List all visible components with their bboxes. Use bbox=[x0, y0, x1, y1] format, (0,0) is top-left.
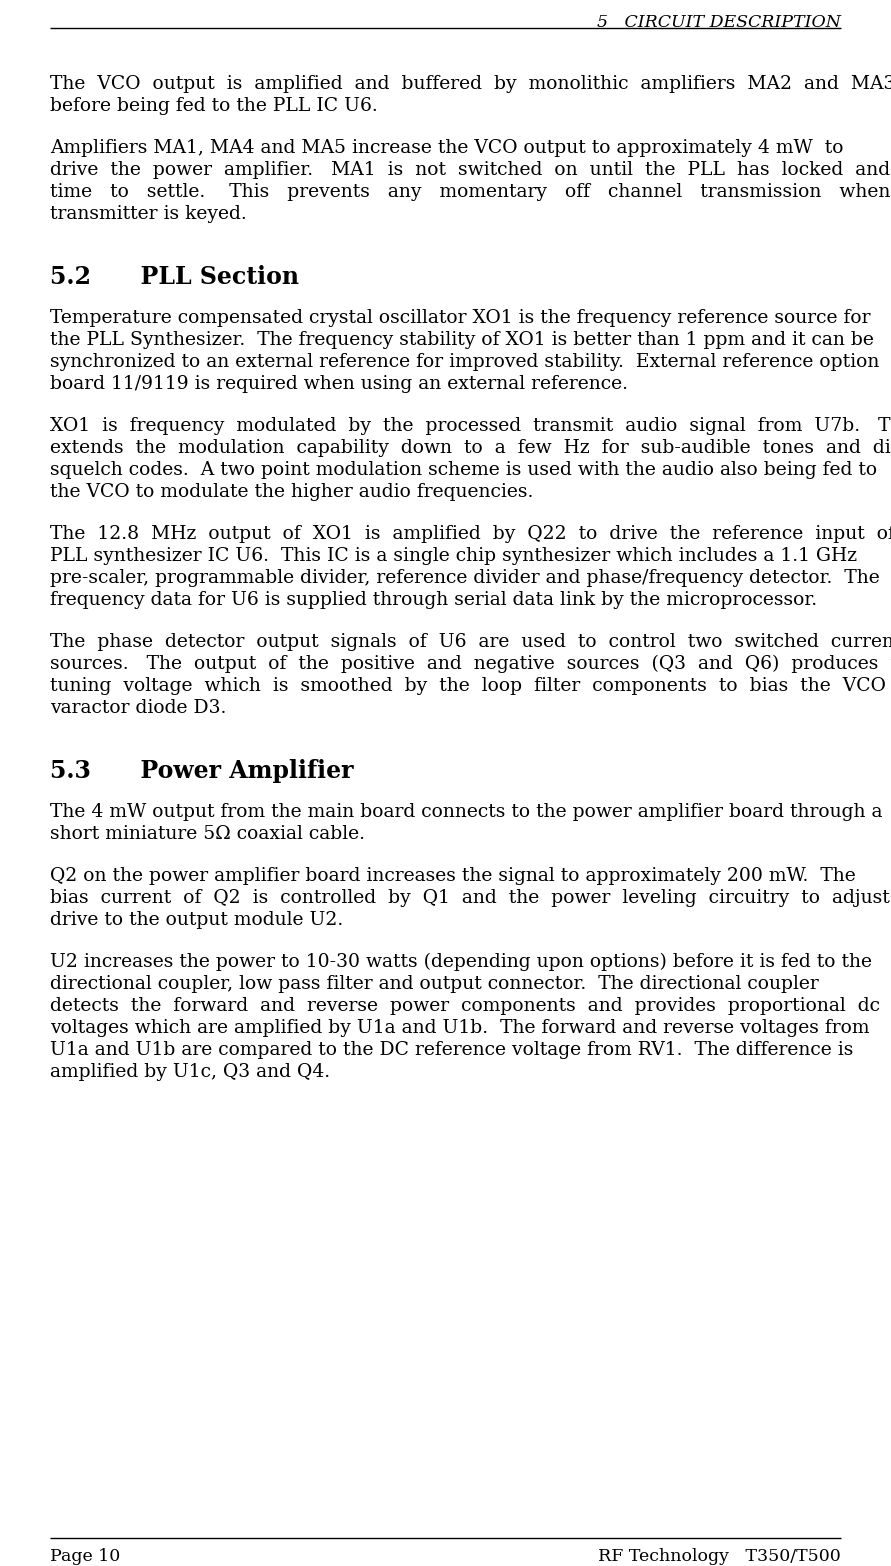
Text: the VCO to modulate the higher audio frequencies.: the VCO to modulate the higher audio fre… bbox=[50, 482, 534, 501]
Text: U1a and U1b are compared to the DC reference voltage from RV1.  The difference i: U1a and U1b are compared to the DC refer… bbox=[50, 1041, 854, 1059]
Text: bias  current  of  Q2  is  controlled  by  Q1  and  the  power  leveling  circui: bias current of Q2 is controlled by Q1 a… bbox=[50, 889, 891, 907]
Text: frequency data for U6 is supplied through serial data link by the microprocessor: frequency data for U6 is supplied throug… bbox=[50, 590, 817, 609]
Text: 5.2      PLL Section: 5.2 PLL Section bbox=[50, 265, 299, 290]
Text: board 11/9119 is required when using an external reference.: board 11/9119 is required when using an … bbox=[50, 374, 628, 393]
Text: The 4 mW output from the main board connects to the power amplifier board throug: The 4 mW output from the main board conn… bbox=[50, 803, 882, 821]
Text: The  12.8  MHz  output  of  XO1  is  amplified  by  Q22  to  drive  the  referen: The 12.8 MHz output of XO1 is amplified … bbox=[50, 525, 891, 543]
Text: Q2 on the power amplifier board increases the signal to approximately 200 mW.  T: Q2 on the power amplifier board increase… bbox=[50, 868, 855, 885]
Text: PLL synthesizer IC U6.  This IC is a single chip synthesizer which includes a 1.: PLL synthesizer IC U6. This IC is a sing… bbox=[50, 547, 857, 565]
Text: short miniature 5Ω coaxial cable.: short miniature 5Ω coaxial cable. bbox=[50, 825, 365, 843]
Text: RF Technology   T350/T500: RF Technology T350/T500 bbox=[598, 1549, 841, 1564]
Text: Page 10: Page 10 bbox=[50, 1549, 120, 1564]
Text: the PLL Synthesizer.  The frequency stability of XO1 is better than 1 ppm and it: the PLL Synthesizer. The frequency stabi… bbox=[50, 330, 874, 349]
Text: XO1  is  frequency  modulated  by  the  processed  transmit  audio  signal  from: XO1 is frequency modulated by the proces… bbox=[50, 417, 891, 435]
Text: varactor diode D3.: varactor diode D3. bbox=[50, 698, 226, 717]
Text: The  phase  detector  output  signals  of  U6  are  used  to  control  two  swit: The phase detector output signals of U6 … bbox=[50, 633, 891, 651]
Text: detects  the  forward  and  reverse  power  components  and  provides  proportio: detects the forward and reverse power co… bbox=[50, 998, 880, 1015]
Text: before being fed to the PLL IC U6.: before being fed to the PLL IC U6. bbox=[50, 97, 378, 114]
Text: sources.   The  output  of  the  positive  and  negative  sources  (Q3  and  Q6): sources. The output of the positive and … bbox=[50, 655, 891, 673]
Text: 5.3      Power Amplifier: 5.3 Power Amplifier bbox=[50, 760, 354, 783]
Text: squelch codes.  A two point modulation scheme is used with the audio also being : squelch codes. A two point modulation sc… bbox=[50, 460, 877, 479]
Text: 5   CIRCUIT DESCRIPTION: 5 CIRCUIT DESCRIPTION bbox=[597, 14, 841, 31]
Text: Temperature compensated crystal oscillator XO1 is the frequency reference source: Temperature compensated crystal oscillat… bbox=[50, 309, 871, 327]
Text: transmitter is keyed.: transmitter is keyed. bbox=[50, 205, 247, 222]
Text: Amplifiers MA1, MA4 and MA5 increase the VCO output to approximately 4 mW  to: Amplifiers MA1, MA4 and MA5 increase the… bbox=[50, 139, 844, 157]
Text: drive  the  power  amplifier.   MA1  is  not  switched  on  until  the  PLL  has: drive the power amplifier. MA1 is not sw… bbox=[50, 161, 891, 179]
Text: synchronized to an external reference for improved stability.  External referenc: synchronized to an external reference fo… bbox=[50, 352, 879, 371]
Text: tuning  voltage  which  is  smoothed  by  the  loop  filter  components  to  bia: tuning voltage which is smoothed by the … bbox=[50, 677, 886, 695]
Text: extends  the  modulation  capability  down  to  a  few  Hz  for  sub-audible  to: extends the modulation capability down t… bbox=[50, 438, 891, 457]
Text: time   to   settle.    This   prevents   any   momentary   off   channel   trans: time to settle. This prevents any moment… bbox=[50, 183, 891, 200]
Text: voltages which are amplified by U1a and U1b.  The forward and reverse voltages f: voltages which are amplified by U1a and … bbox=[50, 1019, 870, 1037]
Text: U2 increases the power to 10-30 watts (depending upon options) before it is fed : U2 increases the power to 10-30 watts (d… bbox=[50, 954, 872, 971]
Text: directional coupler, low pass filter and output connector.  The directional coup: directional coupler, low pass filter and… bbox=[50, 976, 819, 993]
Text: The  VCO  output  is  amplified  and  buffered  by  monolithic  amplifiers  MA2 : The VCO output is amplified and buffered… bbox=[50, 75, 891, 92]
Text: pre-scaler, programmable divider, reference divider and phase/frequency detector: pre-scaler, programmable divider, refere… bbox=[50, 568, 879, 587]
Text: drive to the output module U2.: drive to the output module U2. bbox=[50, 911, 343, 929]
Text: amplified by U1c, Q3 and Q4.: amplified by U1c, Q3 and Q4. bbox=[50, 1063, 331, 1081]
